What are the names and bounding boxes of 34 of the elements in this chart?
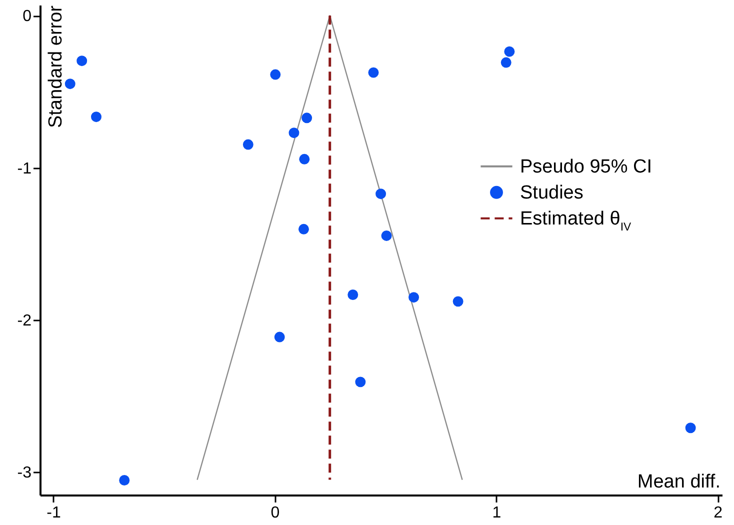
point bbox=[64, 78, 76, 90]
point bbox=[376, 188, 386, 200]
point bbox=[119, 475, 130, 486]
point bbox=[302, 112, 312, 124]
legend-label: Pseudo 95% CI bbox=[520, 156, 652, 178]
x-tick-label: 1 bbox=[492, 504, 502, 522]
point bbox=[299, 154, 310, 164]
y-tick-label: -3 bbox=[17, 464, 32, 482]
point bbox=[91, 112, 102, 122]
point bbox=[288, 128, 300, 138]
x-tick-label: -1 bbox=[46, 504, 61, 522]
legend-label: Estimated θ$_{IV}$ bbox=[520, 208, 632, 234]
y-tick-label: 0 bbox=[22, 8, 32, 26]
point bbox=[298, 224, 309, 234]
point bbox=[408, 292, 420, 303]
point bbox=[504, 46, 515, 57]
point bbox=[355, 376, 366, 388]
x-tick-label: 2 bbox=[714, 504, 723, 522]
point bbox=[270, 69, 281, 80]
point bbox=[381, 230, 392, 241]
x-axis-title: Mean diff. bbox=[637, 472, 720, 492]
x-tick-label: 0 bbox=[270, 504, 280, 522]
point bbox=[500, 57, 512, 68]
point bbox=[274, 332, 285, 342]
y-tick-label: -1 bbox=[17, 160, 32, 178]
y-tick-label: -2 bbox=[17, 312, 32, 330]
point bbox=[452, 296, 464, 307]
legend-label: Studies bbox=[520, 182, 584, 204]
point bbox=[348, 290, 358, 300]
point bbox=[242, 139, 254, 150]
point bbox=[76, 56, 88, 66]
point bbox=[685, 422, 696, 434]
y-axis-title: Standard error bbox=[46, 4, 66, 128]
point bbox=[368, 67, 379, 78]
